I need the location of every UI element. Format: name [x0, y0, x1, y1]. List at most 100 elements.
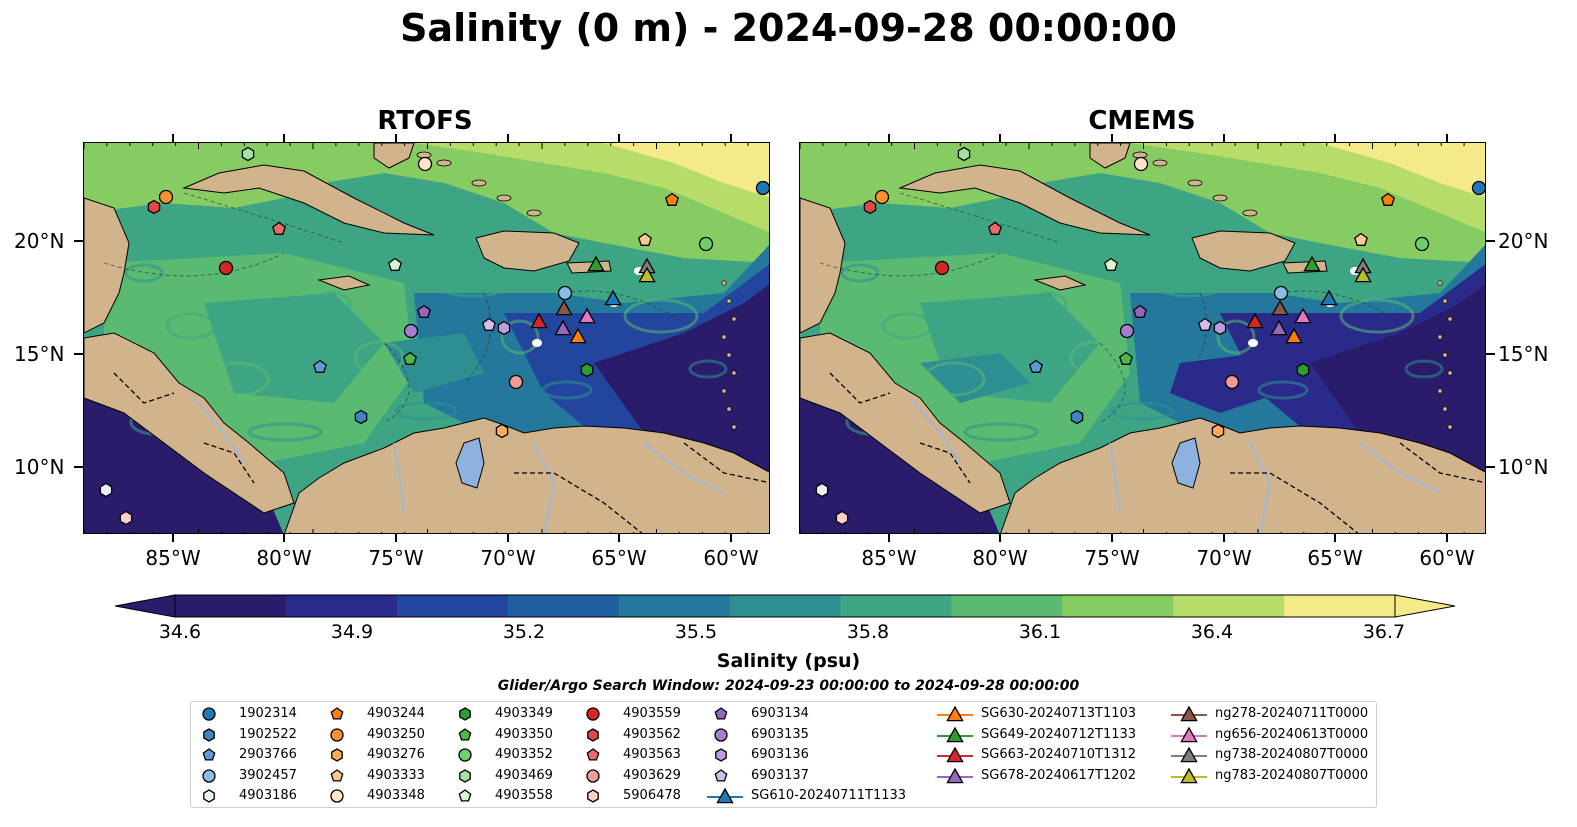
colorbar-segment [1173, 595, 1285, 617]
argo-marker-4903558 [1104, 257, 1118, 271]
legend-marker-6903134 [714, 707, 728, 720]
legend-marker-ng278-20240711T0000 [1180, 705, 1198, 722]
legend-marker-ng656-20240613T0000 [1180, 726, 1198, 742]
map-panel-cmems [799, 142, 1486, 534]
legend-marker-4903562 [587, 727, 599, 742]
colorbar-segment [729, 595, 841, 617]
argo-marker-2903766 [1029, 359, 1043, 373]
argo-marker-4903559 [218, 260, 234, 276]
colorbar-tick-label: 35.8 [846, 621, 890, 643]
legend: 1902314 1902522 2903766 3902457 4903186 49032… [190, 701, 1377, 808]
colorbar-segment [618, 595, 731, 617]
argo-marker-4903562 [863, 199, 877, 215]
legend-marker-ng738-20240807T0000 [1180, 746, 1198, 763]
colorbar-segment [840, 595, 952, 617]
y-tick-label-right: 20°N [1498, 229, 1549, 253]
argo-marker-6903135 [1119, 323, 1135, 339]
legend-marker-4903250 [330, 727, 344, 742]
argo-marker-4903244 [665, 192, 679, 206]
y-tick-label-left: 10°N [14, 455, 65, 479]
argo-marker-4903352 [698, 236, 714, 252]
argo-marker-4903558 [388, 257, 402, 271]
glider-marker-SG630-20240713T1103 [569, 327, 587, 344]
y-tick-label-right: 10°N [1498, 455, 1549, 479]
argo-marker-3902457 [557, 285, 573, 301]
argo-marker-4903333 [638, 232, 652, 246]
legend-marker-5906478 [587, 789, 599, 803]
argo-marker-4903352 [1414, 236, 1430, 252]
argo-marker-4903629 [508, 374, 524, 390]
argo-marker-1902314 [1471, 180, 1485, 196]
argo-marker-6903136 [1213, 320, 1227, 336]
panel-title-cmems: CMEMS [1088, 106, 1196, 136]
legend-marker-ng783-20240807T0000 [1180, 767, 1198, 783]
legend-marker-1902314 [202, 707, 216, 721]
argo-marker-6903136 [497, 320, 511, 336]
glider-marker-SG630-20240713T1103 [1285, 327, 1303, 344]
glider-marker-SG610-20240711T1133 [1320, 289, 1338, 306]
colorbar-tick-label: 36.1 [1018, 621, 1062, 643]
x-tick-label-left: 70°W [480, 546, 536, 570]
argo-marker-4903349 [580, 362, 594, 378]
legend-marker-6903137 [714, 768, 728, 782]
colorbar-segment [507, 595, 620, 617]
legend-marker-4903558 [458, 789, 472, 802]
glider-marker-SG610-20240711T1133 [604, 289, 622, 306]
argo-marker-6903137 [482, 317, 496, 331]
argo-marker-5906478 [835, 510, 849, 526]
x-tick-label-right: 65°W [1307, 546, 1363, 570]
x-tick-label-right: 80°W [972, 546, 1028, 570]
argo-marker-1902314 [755, 180, 769, 196]
legend-marker-4903559 [586, 707, 600, 721]
y-tick-label-left: 20°N [14, 229, 65, 253]
glider-marker-ng656-20240613T0000 [578, 307, 596, 324]
argo-marker-6903134 [417, 304, 431, 318]
argo-marker-1902522 [1070, 409, 1084, 425]
colorbar-label: Salinity (psu) [716, 650, 861, 672]
argo-marker-6903137 [1198, 317, 1212, 331]
colorbar-segment [1062, 595, 1174, 617]
x-tick-label-left: 60°W [703, 546, 759, 570]
glider-marker-SG663-20240710T1312 [530, 312, 548, 329]
argo-marker-4903350 [403, 351, 417, 365]
argo-marker-4903276 [1211, 423, 1225, 439]
figure-title: Salinity (0 m) - 2024-09-28 00:00:00 [400, 6, 1177, 50]
salinity-map [84, 143, 769, 533]
colorbar-tick-label: 35.5 [674, 621, 718, 643]
colorbar [115, 594, 1455, 618]
x-tick-label-right: 60°W [1419, 546, 1475, 570]
salinity-map [800, 143, 1485, 533]
glider-marker-ng278-20240711T0000 [555, 299, 573, 316]
colorbar-tick-label: 36.4 [1190, 621, 1234, 643]
argo-marker-4903349 [1296, 362, 1310, 378]
legend-marker-SG649-20240712T1133 [946, 726, 964, 742]
argo-marker-5906478 [119, 510, 133, 526]
glider-marker-SG649-20240712T1133 [1303, 255, 1321, 272]
colorbar-segment [1284, 595, 1396, 617]
glider-marker-SG678-20240617T1202 [1270, 319, 1288, 336]
legend-marker-4903333 [330, 768, 344, 782]
legend-marker-4903186 [203, 789, 215, 803]
glider-marker-ng278-20240711T0000 [1271, 299, 1289, 316]
x-tick-label-right: 70°W [1196, 546, 1252, 570]
colorbar-tick-label: 36.7 [1362, 621, 1406, 643]
argo-marker-4903348 [1133, 156, 1149, 172]
argo-marker-4903186 [815, 482, 829, 498]
legend-marker-4903469 [459, 768, 471, 783]
argo-marker-4903562 [147, 199, 161, 215]
glider-marker-ng783-20240807T0000 [1354, 266, 1372, 283]
legend-marker-SG663-20240710T1312 [946, 746, 964, 763]
argo-marker-6903135 [403, 323, 419, 339]
argo-marker-4903350 [1119, 351, 1133, 365]
y-tick-label-right: 15°N [1498, 342, 1549, 366]
x-tick-label-left: 80°W [256, 546, 312, 570]
legend-marker-SG678-20240617T1202 [946, 767, 964, 783]
argo-marker-6903134 [1133, 304, 1147, 318]
colorbar-segment [285, 595, 398, 617]
x-tick-label-left: 85°W [145, 546, 201, 570]
argo-marker-1902522 [354, 409, 368, 425]
x-tick-label-left: 65°W [591, 546, 647, 570]
argo-marker-3902457 [1273, 285, 1289, 301]
map-panel-rtofs [83, 142, 770, 534]
colorbar-segment [396, 595, 509, 617]
